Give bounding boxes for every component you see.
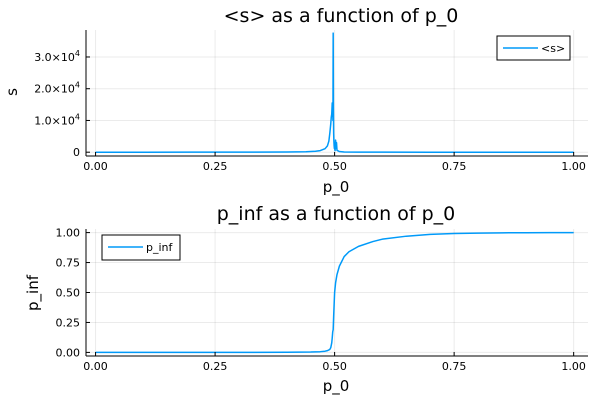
top-legend: <s> (496, 35, 571, 61)
top-series-group (95, 32, 574, 153)
top-y-tick-label: 3.0×104 (34, 49, 80, 64)
top-series-line (95, 32, 574, 153)
top-x-ticks: 0.00 0.25 0.50 0.75 1.00 (83, 152, 586, 173)
bottom-legend-label: p_inf (146, 241, 174, 254)
bottom-series-line (95, 231, 574, 354)
top-plot-panel: <s> as a function of p_0 0.00 0.25 0.50 0.7… (3, 5, 588, 197)
bottom-y-tick-label: 0.00 (56, 346, 81, 359)
top-x-tick-label: 0.50 (322, 160, 347, 173)
bottom-y-tick-label: 1.00 (56, 227, 81, 240)
top-legend-label: <s> (541, 42, 565, 55)
bottom-x-tick-label: 0.50 (322, 360, 347, 373)
top-x-tick-label: 0.25 (203, 160, 228, 173)
top-x-tick-label: 1.00 (561, 160, 586, 173)
top-axes (85, 30, 588, 157)
bottom-x-tick-label: 0.25 (203, 360, 228, 373)
bottom-y-axis-label: p_inf (24, 274, 43, 311)
top-x-axis-label: p_0 (323, 178, 350, 197)
bottom-x-tick-label: 1.00 (561, 360, 586, 373)
bottom-y-ticks: 0.00 0.25 0.50 0.75 1.00 (56, 227, 90, 359)
bottom-x-tick-label: 0.75 (442, 360, 467, 373)
bottom-y-tick-label: 0.75 (56, 257, 81, 270)
bottom-chart-title: p_inf as a function of p_0 (217, 203, 456, 225)
bottom-x-ticks: 0.00 0.25 0.50 0.75 1.00 (83, 352, 586, 373)
top-x-tick-label: 0.75 (442, 160, 467, 173)
top-y-tick-label: 2.0×104 (34, 81, 80, 96)
bottom-x-axis-label: p_0 (323, 377, 350, 396)
top-y-ticks: 0 1.0×104 2.0×104 3.0×104 (34, 49, 90, 159)
top-y-axis-label: s (3, 88, 21, 96)
bottom-y-tick-label: 0.25 (56, 316, 81, 329)
top-y-tick-label: 1.0×104 (34, 112, 80, 127)
bottom-y-tick-label: 0.50 (56, 287, 81, 300)
top-chart-title: <s> as a function of p_0 (224, 5, 459, 27)
bottom-legend: p_inf (101, 234, 181, 261)
top-x-tick-label: 0.00 (83, 160, 108, 173)
top-y-tick-label: 0 (73, 146, 80, 159)
bottom-series-group (95, 231, 574, 354)
bottom-plot-panel: p_inf as a function of p_0 0.00 0.25 0.50 0… (24, 203, 588, 396)
bottom-x-tick-label: 0.00 (83, 360, 108, 373)
